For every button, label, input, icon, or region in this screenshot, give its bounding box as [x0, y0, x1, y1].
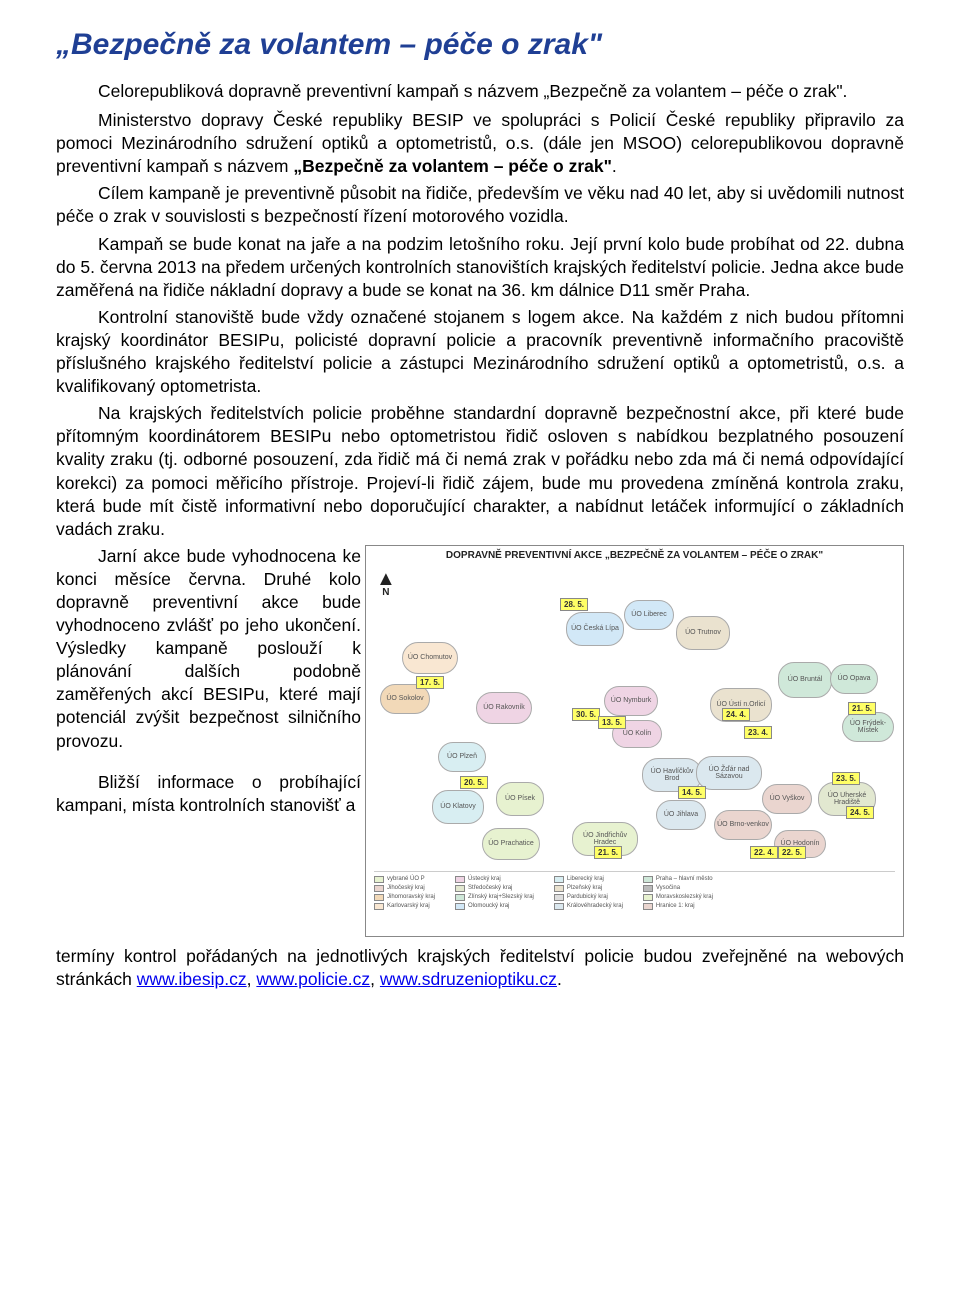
paragraph-3: Cílem kampaně je preventivně působit na …	[56, 182, 904, 228]
map-date-label: 23. 5.	[832, 772, 860, 785]
map-region: ÚO Vyškov	[762, 784, 812, 814]
map-region: ÚO Plzeň	[438, 742, 486, 772]
map-date-label: 24. 4.	[722, 708, 750, 721]
legend-item: Olomoucký kraj	[455, 903, 534, 910]
paragraph-1: Celorepubliková dopravně preventivní kam…	[56, 80, 904, 103]
map-date-label: 30. 5.	[572, 708, 600, 721]
paragraph-5: Kontrolní stanoviště bude vždy označené …	[56, 306, 904, 398]
legend-item: Praha – hlavní město	[643, 876, 713, 883]
map-region: ÚO Opava	[830, 664, 878, 694]
map-region: ÚO Bruntál	[778, 662, 832, 698]
map-date-label: 23. 4.	[744, 726, 772, 739]
map-date-label: 21. 5.	[594, 846, 622, 859]
page-title: „Bezpečně za volantem – péče o zrak"	[56, 28, 904, 62]
map-region: ÚO Frýdek-Místek	[842, 712, 894, 742]
legend-item: vybrané ÚO P	[374, 876, 435, 883]
map-date-label: 13. 5.	[598, 716, 626, 729]
map-region: ÚO Liberec	[624, 600, 674, 630]
map-region: ÚO Klatovy	[432, 790, 484, 824]
legend-item: Zlínský kraj+Slezský kraj	[455, 894, 534, 901]
legend-item: Moravskoslezský kraj	[643, 894, 713, 901]
legend-item: Královéhradecký kraj	[554, 903, 623, 910]
map-date-label: 24. 5.	[846, 806, 874, 819]
links-line: termíny kontrol pořádaných na jednotlivý…	[56, 945, 904, 991]
legend-item: Karlovarský kraj	[374, 903, 435, 910]
map-region: ÚO Jihlava	[656, 800, 706, 830]
map-date-label: 22. 4.	[750, 846, 778, 859]
legend-item: Ústecký kraj	[455, 876, 534, 883]
legend-item: Plzeňský kraj	[554, 885, 623, 892]
legend-item: Liberecký kraj	[554, 876, 623, 883]
p2-text-c: .	[612, 156, 617, 176]
legend-item: Pardubický kraj	[554, 894, 623, 901]
map-region: ÚO Nymburk	[604, 686, 658, 716]
map-title: DOPRAVNĚ PREVENTIVNÍ AKCE „BEZPEČNĚ ZA V…	[366, 550, 903, 561]
link-sdruzenioptiku[interactable]: www.sdruzenioptiku.cz	[380, 969, 557, 989]
map-image: DOPRAVNĚ PREVENTIVNÍ AKCE „BEZPEČNĚ ZA V…	[365, 545, 904, 937]
map-region: ÚO Písek	[496, 782, 544, 816]
link-policie[interactable]: www.policie.cz	[256, 969, 370, 989]
legend-item: Vysočina	[643, 885, 713, 892]
map-date-label: 14. 5.	[678, 786, 706, 799]
map-date-label: 28. 5.	[560, 598, 588, 611]
map-date-label: 21. 5.	[848, 702, 876, 715]
paragraph-4: Kampaň se bude konat na jaře a na podzim…	[56, 233, 904, 302]
legend-item: Středočeský kraj	[455, 885, 534, 892]
p2-bold: „Bezpečně za volantem – péče o zrak"	[293, 156, 612, 176]
legend-item: Jihomoravský kraj	[374, 894, 435, 901]
map-region: ÚO Trutnov	[676, 616, 730, 650]
paragraph-2: Ministerstvo dopravy České republiky BES…	[56, 109, 904, 178]
link-ibesip[interactable]: www.ibesip.cz	[137, 969, 247, 989]
map-region: ÚO Žďár nad Sázavou	[696, 756, 762, 790]
map-date-label: 20. 5.	[460, 776, 488, 789]
map-region: ÚO Prachatice	[482, 828, 540, 860]
map-legend: vybrané ÚO P Jihočeský kraj Jihomoravský k…	[374, 871, 895, 932]
left-para-2: Bližší informace o probíhající kampani, …	[56, 771, 361, 817]
map-date-label: 22. 5.	[778, 846, 806, 859]
legend-item: Hranice 1: kraj	[643, 903, 713, 910]
legend-item: Jihočeský kraj	[374, 885, 435, 892]
map-region: ÚO Brno-venkov	[714, 810, 772, 840]
paragraph-6: Na krajských ředitelstvích policie probě…	[56, 402, 904, 541]
north-arrow-icon: ▲N	[376, 568, 396, 598]
map-region: ÚO Česká Lípa	[566, 612, 624, 646]
map-region: ÚO Rakovník	[476, 692, 532, 724]
map-date-label: 17. 5.	[416, 676, 444, 689]
left-para-1: Jarní akce bude vyhodnocena ke konci měs…	[56, 545, 361, 753]
map-region: ÚO Chomutov	[402, 642, 458, 674]
